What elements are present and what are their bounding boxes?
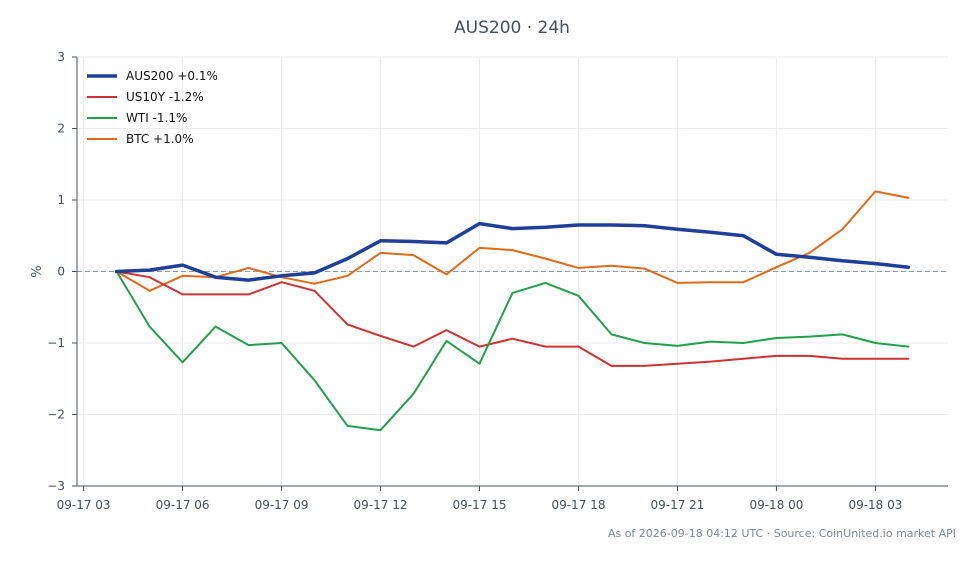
y-tick-label: −2 bbox=[47, 408, 65, 422]
series-line-3 bbox=[115, 190, 910, 292]
chart-title: AUS200 · 24h bbox=[454, 18, 570, 38]
x-tick-label: 09-17 06 bbox=[156, 498, 210, 512]
y-tick-label: 2 bbox=[57, 122, 65, 136]
legend-label: BTC +1.0% bbox=[126, 132, 194, 146]
y-tick-label: −1 bbox=[47, 336, 65, 350]
y-tick-label: 3 bbox=[57, 50, 65, 64]
legend-label: WTI -1.1% bbox=[126, 111, 187, 125]
y-tick-label: 0 bbox=[57, 265, 65, 279]
x-tick-label: 09-17 18 bbox=[552, 498, 606, 512]
axes: 09-17 03 09-17 06 09-17 09 09-17 12 09-17 15… bbox=[47, 50, 948, 512]
x-tick-label: 09-17 21 bbox=[650, 498, 704, 512]
y-tick-label: −3 bbox=[47, 479, 65, 493]
x-tick-label: 09-18 00 bbox=[749, 498, 803, 512]
y-tick-label: 1 bbox=[57, 193, 65, 207]
x-tick-label: 09-17 12 bbox=[354, 498, 408, 512]
series-line-2 bbox=[115, 270, 910, 432]
legend: AUS200 +0.1% US10Y -1.2% WTI -1.1% BTC +1.0… bbox=[87, 69, 218, 146]
series-line-0 bbox=[114, 221, 911, 282]
legend-label: US10Y -1.2% bbox=[126, 90, 204, 104]
legend-label: AUS200 +0.1% bbox=[126, 69, 218, 83]
x-tick-label: 09-17 09 bbox=[255, 498, 309, 512]
x-tick-label: 09-17 03 bbox=[57, 498, 111, 512]
series-group bbox=[114, 190, 911, 432]
x-tick-label: 09-18 03 bbox=[848, 498, 902, 512]
y-axis-label: % bbox=[30, 265, 45, 277]
x-tick-label: 09-17 15 bbox=[453, 498, 507, 512]
source-footnote: As of 2026-09-18 04:12 UTC · Source: Coi… bbox=[607, 527, 956, 540]
series-line-1 bbox=[115, 270, 910, 367]
